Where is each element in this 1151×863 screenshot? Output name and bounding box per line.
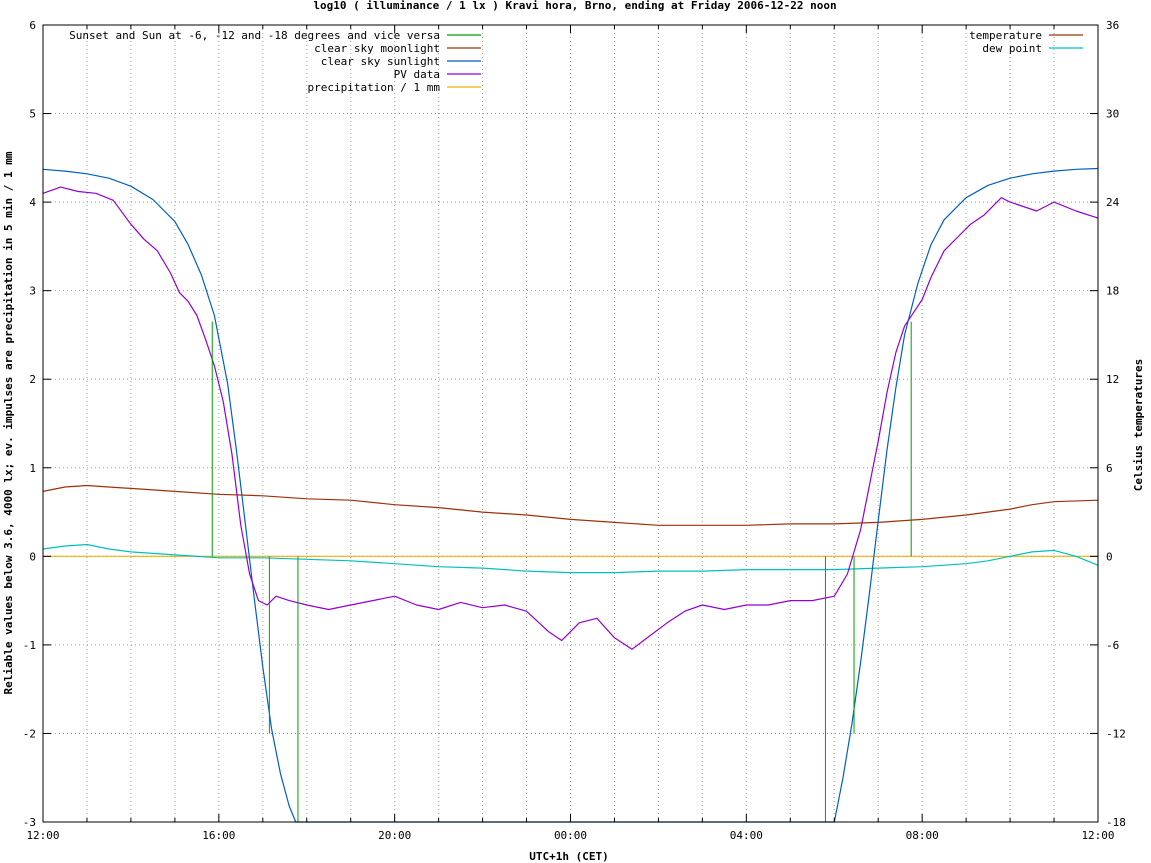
legend-label: PV data (394, 68, 440, 81)
y-tick-label: -2 (23, 727, 36, 740)
y2-tick-label: -12 (1106, 727, 1126, 740)
legend-label: temperature (969, 29, 1042, 42)
legend-label: precipitation / 1 mm (308, 81, 441, 94)
sun-event-impulses (211, 321, 912, 822)
series-line-pv-data (42, 186, 1099, 650)
y2-tick-label: -18 (1106, 816, 1126, 829)
series-line-dew-point (42, 543, 1099, 574)
x-tick-label: 16:00 (202, 829, 235, 842)
y2-tick-label: 12 (1106, 373, 1119, 386)
legend-label: Sunset and Sun at -6, -12 and -18 degree… (69, 29, 440, 42)
y2-tick-label: 18 (1106, 285, 1119, 298)
y-tick-label: -1 (23, 639, 36, 652)
series-line-temperature (42, 484, 1099, 526)
x-tick-label: 08:00 (906, 829, 939, 842)
legend-label: clear sky moonlight (314, 42, 440, 55)
y-tick-label: 3 (29, 285, 36, 298)
y-tick-label: 6 (29, 19, 36, 32)
y2-tick-label: 0 (1106, 550, 1113, 563)
series-layer (42, 167, 1099, 823)
y-tick-label: 0 (29, 550, 36, 563)
y2-tick-label: 24 (1106, 196, 1120, 209)
x-tick-label: 12:00 (1081, 829, 1114, 842)
grid-lines (43, 25, 1098, 822)
plot-frame (42, 24, 1099, 823)
x-tick-label: 20:00 (378, 829, 411, 842)
y-axis-label: Reliable values below 3.6, 4000 lx; ev. … (2, 151, 15, 694)
chart-title: log10 ( illuminance / 1 lx ) Kravi hora,… (313, 0, 836, 12)
legend-label: clear sky sunlight (321, 55, 440, 68)
series-line-clear-sky-sunlight (42, 167, 1099, 823)
y2-tick-label: 36 (1106, 19, 1119, 32)
legend-label: dew point (982, 42, 1042, 55)
y2-tick-label: -6 (1106, 639, 1119, 652)
y-tick-label: 4 (29, 196, 36, 209)
x-tick-label: 00:00 (554, 829, 587, 842)
y-tick-label: 1 (29, 462, 36, 475)
legend: Sunset and Sun at -6, -12 and -18 degree… (69, 29, 1083, 94)
y-tick-label: -3 (23, 816, 36, 829)
y-tick-label: 5 (29, 108, 36, 121)
x-tick-label: 04:00 (730, 829, 763, 842)
y2-tick-label: 6 (1106, 462, 1113, 475)
x-tick-label: 12:00 (26, 829, 59, 842)
y2-axis-label: Celsius temperatures (1132, 359, 1145, 491)
y-tick-label: 2 (29, 373, 36, 386)
y2-tick-label: 30 (1106, 108, 1119, 121)
x-axis-label: UTC+1h (CET) (529, 850, 608, 863)
